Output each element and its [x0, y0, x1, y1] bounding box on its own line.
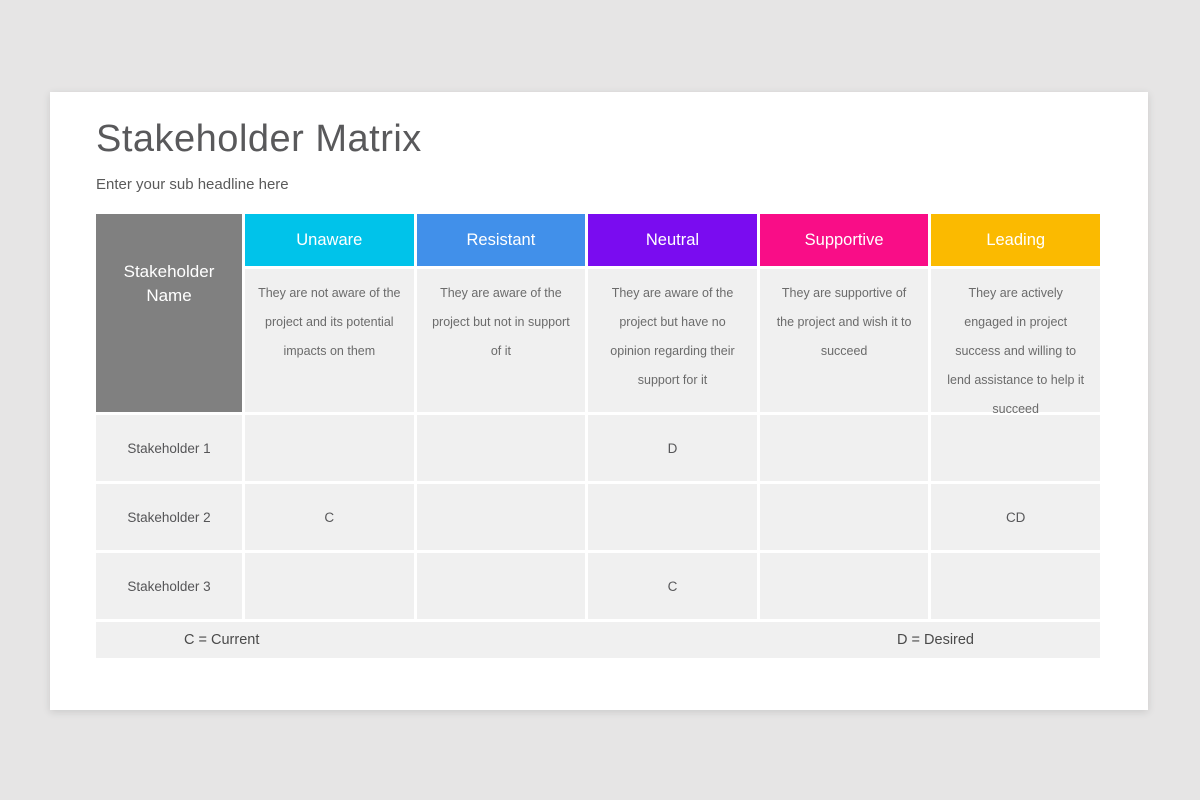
- matrix-cell: [416, 415, 586, 481]
- description-unaware: They are not aware of the project and it…: [245, 269, 414, 412]
- column-header-resistant: Resistant: [416, 214, 586, 266]
- matrix-cell: [588, 484, 757, 550]
- matrix-cell: [759, 415, 929, 481]
- matrix-cell: [245, 415, 414, 481]
- matrix-cell: [931, 415, 1100, 481]
- matrix-cell: [416, 484, 586, 550]
- page-subtitle: Enter your sub headline here: [96, 176, 289, 193]
- matrix-cell: [759, 484, 929, 550]
- matrix-cell: [759, 553, 929, 619]
- legend-current: C = Current: [184, 632, 260, 648]
- description-leading: They are actively engaged in project suc…: [931, 269, 1100, 416]
- description-neutral: They are aware of the project but have n…: [588, 269, 757, 412]
- description-resistant: They are aware of the project but not in…: [416, 269, 586, 412]
- matrix-cell: C: [245, 484, 414, 550]
- page-title: Stakeholder Matrix: [96, 118, 422, 160]
- matrix-cell: [245, 553, 414, 619]
- matrix-cell: [416, 553, 586, 619]
- legend-desired: D = Desired: [897, 632, 974, 648]
- column-header-unaware: Unaware: [245, 214, 414, 266]
- row-name-stakeholder-3: Stakeholder 3: [96, 553, 242, 619]
- matrix-cell: CD: [931, 484, 1100, 550]
- matrix-cell: [931, 553, 1100, 619]
- description-supportive: They are supportive of the project and w…: [759, 269, 929, 412]
- legend-row: C = Current D = Desired: [96, 622, 1100, 658]
- matrix-cell: D: [588, 415, 757, 481]
- slide-card: Stakeholder Matrix Enter your sub headli…: [50, 92, 1148, 710]
- stakeholder-name-header: Stakeholder Name: [96, 214, 242, 412]
- column-header-neutral: Neutral: [588, 214, 757, 266]
- row-name-stakeholder-2: Stakeholder 2: [96, 484, 242, 550]
- column-header-leading: Leading: [931, 214, 1100, 266]
- stakeholder-matrix-table: Stakeholder Name Unaware Resistant Neutr…: [96, 214, 1100, 658]
- matrix-cell: C: [588, 553, 757, 619]
- row-name-stakeholder-1: Stakeholder 1: [96, 415, 242, 481]
- column-header-supportive: Supportive: [759, 214, 929, 266]
